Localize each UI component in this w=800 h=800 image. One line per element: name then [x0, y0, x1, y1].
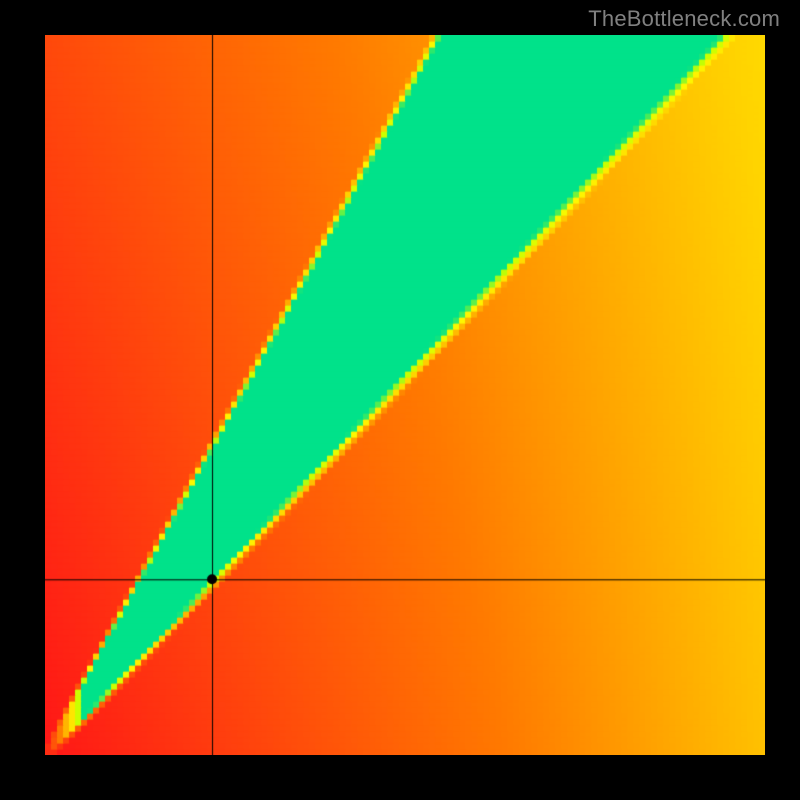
- figure-container: TheBottleneck.com: [0, 0, 800, 800]
- heatmap-canvas: [45, 35, 765, 755]
- watermark-text: TheBottleneck.com: [588, 6, 780, 32]
- heatmap-plot: [45, 35, 765, 755]
